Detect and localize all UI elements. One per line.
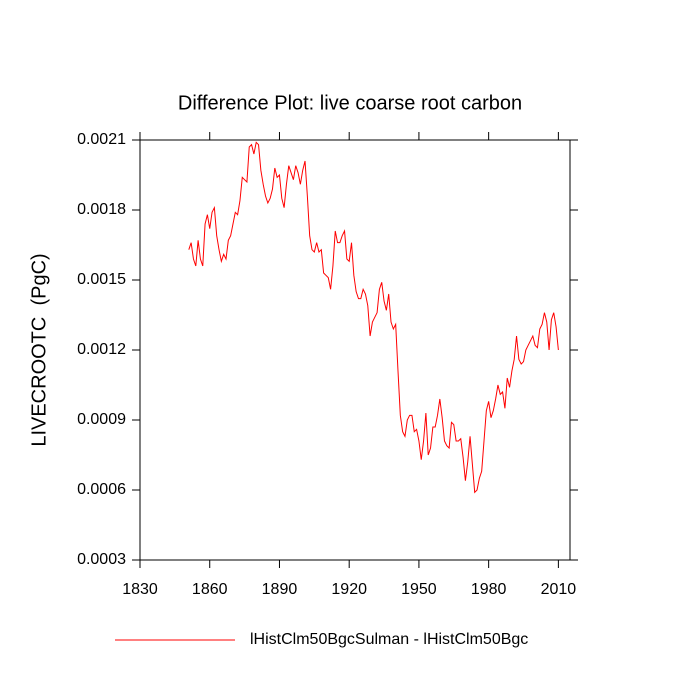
x-tick-label: 1860 [192,581,228,598]
x-tick-label: 1830 [122,581,158,598]
plot-frame [139,139,571,561]
x-tick-label: 1980 [471,581,507,598]
x-tick-label: 1920 [331,581,367,598]
x-tick-label: 1890 [262,581,298,598]
y-tick-label: 0.0012 [77,341,126,358]
data-line [188,141,559,494]
y-tick-label: 0.0003 [77,551,126,568]
x-tick-label: 2010 [541,581,577,598]
y-tick-label: 0.0009 [77,411,126,428]
y-tick-label: 0.0015 [77,271,126,288]
chart-title: Difference Plot: live coarse root carbon [178,92,522,114]
y-axis-label: LIVECROOTC (PgC) [28,253,50,446]
legend-label: lHistClm50BgcSulman - lHistClm50Bgc [250,631,528,648]
y-tick-label: 0.0018 [77,201,126,218]
y-tick-label: 0.0006 [77,481,126,498]
y-tick-label: 0.0021 [77,131,126,148]
x-tick-label: 1950 [401,581,437,598]
